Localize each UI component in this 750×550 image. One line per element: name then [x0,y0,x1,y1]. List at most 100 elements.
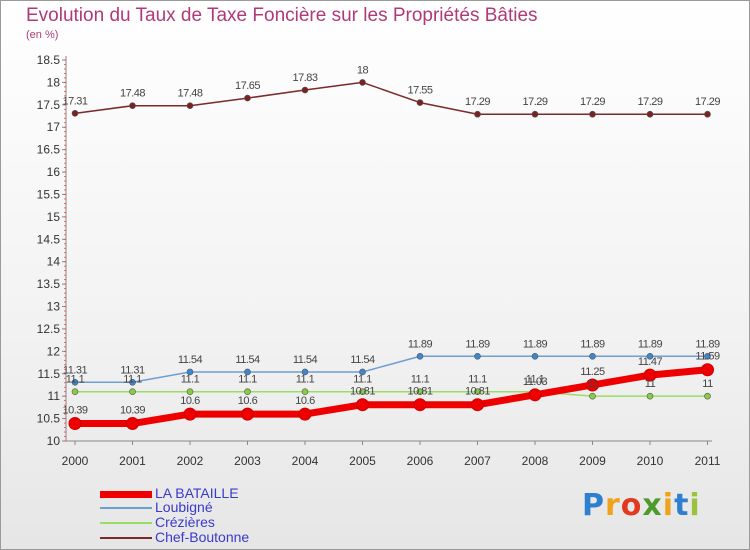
data-label: 11.89 [523,338,548,350]
logo-letter: r [605,488,621,523]
x-tick-label: 2007 [464,454,491,468]
data-point [301,388,309,395]
data-label: 17.29 [465,96,490,108]
data-point [186,102,194,110]
legend-swatch [100,537,152,539]
data-label: 10.39 [62,405,87,417]
data-point [359,368,366,376]
data-point [359,79,366,86]
data-point [589,110,596,118]
data-point [589,392,596,400]
data-point [528,388,542,402]
data-point [704,352,711,360]
data-label: 17.29 [580,96,605,108]
data-point [474,388,481,395]
data-label: 11.03 [523,376,548,388]
data-label: 10.6 [238,395,258,407]
x-tick-label: 2003 [234,454,261,468]
data-label: 11.89 [580,338,605,350]
data-label: 11.31 [63,364,88,376]
x-tick-label: 2002 [177,454,204,468]
legend-swatch [100,507,152,509]
data-point [71,388,79,395]
data-point [416,388,424,395]
x-tick-label: 2000 [62,454,89,468]
data-label: 10.81 [465,386,490,398]
data-label: 17.55 [407,85,432,97]
x-tick-label: 2004 [292,454,319,468]
y-tick-label: 11.5 [38,367,61,381]
y-tick-label: 17.5 [37,98,61,112]
legend-swatch [100,522,152,524]
y-tick-label: 12.5 [37,322,61,336]
data-label: 17.48 [120,88,145,100]
data-label: 11.1 [526,374,545,386]
data-label: 17.65 [235,80,260,92]
x-tick-label: 2006 [407,454,434,468]
series-line-1 [74,355,709,384]
logo-letter: i [689,488,701,523]
legend-label: Chef-Boutonne [155,529,250,545]
data-label: 11.54 [293,354,318,366]
data-label: 11.89 [465,338,490,350]
data-label: 11.59 [695,351,720,363]
data-label: 17.29 [695,96,720,108]
data-point [531,352,539,360]
data-label: 11.1 [468,374,487,386]
data-point [129,102,136,110]
data-point [701,363,714,377]
data-label: 11.89 [408,338,433,350]
data-point [183,407,197,421]
x-tick-label: 2009 [579,454,606,468]
logo-letter: i [662,488,675,523]
data-label: 11.25 [580,366,605,378]
data-point [416,99,424,106]
data-point [71,110,79,117]
legend-label: LA BATAILLE [155,485,239,501]
y-tick-label: 18.5 [37,53,61,67]
data-label: 11 [702,378,713,390]
series-line-0 [71,366,711,428]
x-tick-label: 2011 [695,454,721,468]
data-label: 11.89 [695,338,720,350]
data-point [126,417,139,431]
data-label: 10.81 [407,386,432,398]
logo-letter: x [642,488,663,523]
data-label: 10.6 [180,395,200,407]
data-label: 10.81 [350,386,375,398]
data-label: 10.39 [120,405,145,417]
proxiti-logo: Proxiti [582,488,701,523]
logo-letter: P [582,488,605,523]
data-label: 17.83 [292,72,317,84]
y-tick-label: 15.5 [37,187,61,201]
data-point [586,378,599,392]
data-label: 11 [587,378,598,390]
data-point [646,110,654,118]
data-point [531,110,539,118]
data-label: 11.54 [235,354,260,366]
y-tick-label: 16 [47,165,61,179]
y-tick-label: 13.5 [37,277,61,291]
data-point [186,388,194,395]
data-point [474,110,481,118]
y-tick-label: 16.5 [37,143,61,157]
data-point [244,368,251,376]
x-tick-label: 2001 [119,454,146,468]
y-tick-label: 18 [47,75,61,89]
data-label: 11.1 [353,374,372,386]
data-point [186,368,194,376]
data-point [416,352,424,360]
data-point [129,378,136,386]
data-point [704,110,711,118]
x-tick-label: 2008 [522,454,549,468]
y-tick-label: 11 [48,389,61,403]
data-label: 11.1 [411,374,430,386]
data-label: 17.29 [522,96,547,108]
data-point [646,392,654,400]
y-tick-label: 17 [47,120,61,134]
data-label: 11.31 [120,364,145,376]
data-label: 11.1 [66,374,85,386]
data-label: 11.89 [638,338,663,350]
